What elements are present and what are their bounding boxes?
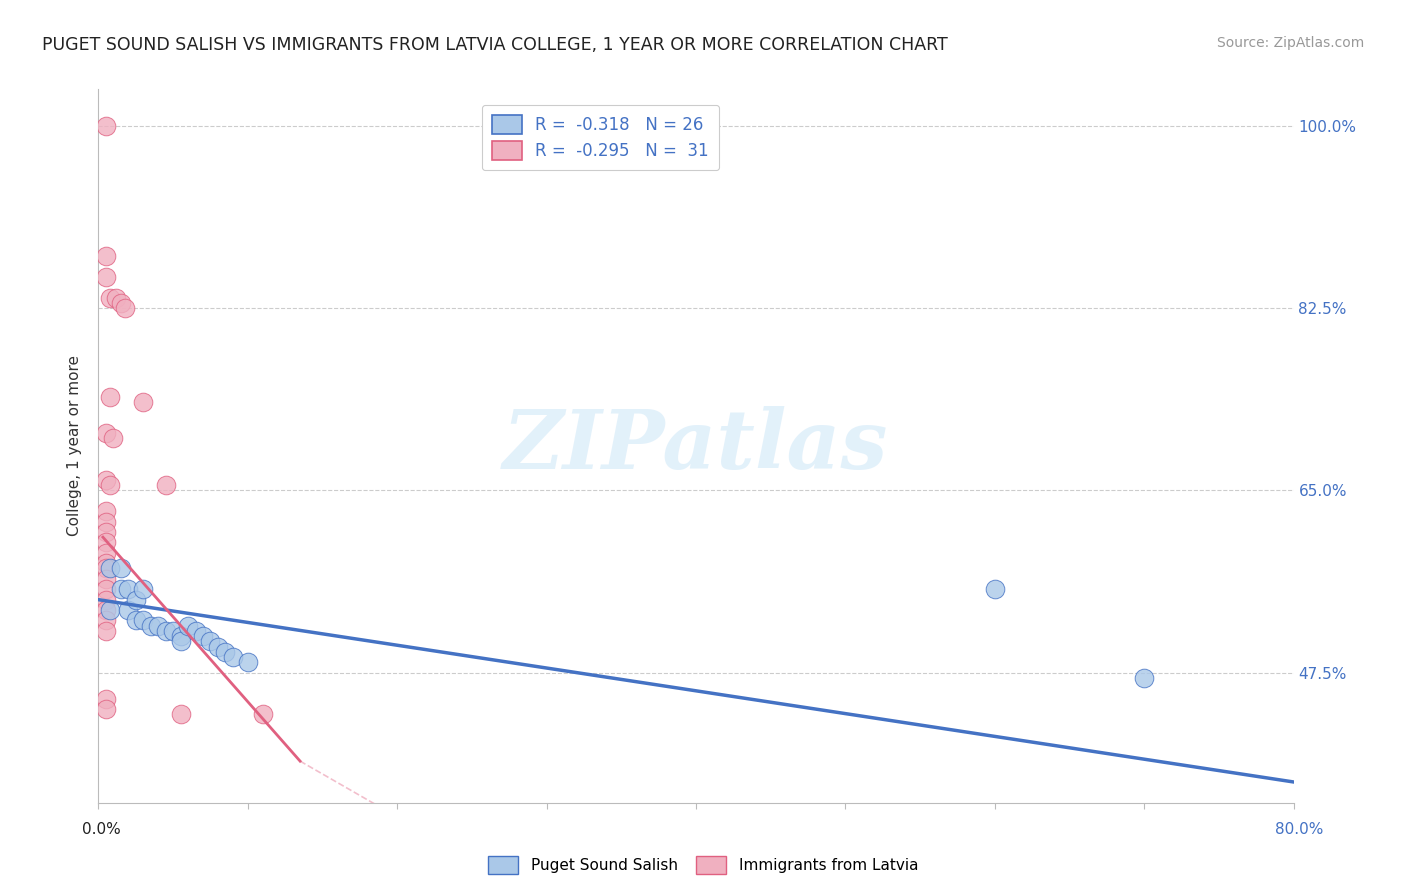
Point [214,645,236,659]
Point [100,478,122,492]
Point [1133,671,1156,685]
Text: 0.0%: 0.0% [82,822,121,837]
Legend: Puget Sound Salish, Immigrants from Latvia: Puget Sound Salish, Immigrants from Latv… [482,850,924,880]
Point [110,561,132,575]
Point [252,707,274,722]
Point [162,624,184,638]
Point [169,634,191,648]
Point [94,269,117,284]
Point [94,702,117,716]
Point [132,394,155,409]
Point [94,572,117,586]
Point [94,592,117,607]
Point [105,291,128,305]
Point [184,624,207,638]
Point [94,425,117,440]
Y-axis label: College, 1 year or more: College, 1 year or more [67,356,83,536]
Point [191,629,214,643]
Point [94,561,117,575]
Point [117,582,139,597]
Point [155,478,177,492]
Point [110,582,132,597]
Point [132,614,155,628]
Text: 80.0%: 80.0% [1275,822,1323,837]
Point [125,592,148,607]
Point [94,249,117,263]
Point [132,582,155,597]
Point [94,624,117,638]
Point [103,431,125,445]
Point [984,582,1007,597]
Point [155,624,177,638]
Point [148,618,170,632]
Point [94,515,117,529]
Legend: R =  -0.318   N = 26, R =  -0.295   N =  31: R = -0.318 N = 26, R = -0.295 N = 31 [482,104,718,169]
Point [94,119,117,133]
Point [100,291,122,305]
Point [94,614,117,628]
Point [177,618,200,632]
Point [94,691,117,706]
Point [94,582,117,597]
Point [100,603,122,617]
Point [94,603,117,617]
Point [100,561,122,575]
Point [94,524,117,539]
Point [169,707,191,722]
Point [94,504,117,518]
Point [114,301,136,315]
Point [222,649,245,664]
Text: PUGET SOUND SALISH VS IMMIGRANTS FROM LATVIA COLLEGE, 1 YEAR OR MORE CORRELATION: PUGET SOUND SALISH VS IMMIGRANTS FROM LA… [42,36,948,54]
Point [94,535,117,549]
Point [125,614,148,628]
Point [94,546,117,560]
Point [169,629,191,643]
Point [110,295,132,310]
Point [207,640,229,654]
Point [139,618,162,632]
Point [94,473,117,487]
Point [236,655,259,669]
Point [117,603,139,617]
Point [100,390,122,404]
Text: Source: ZipAtlas.com: Source: ZipAtlas.com [1216,36,1364,50]
Point [94,556,117,570]
Text: ZIPatlas: ZIPatlas [503,406,889,486]
Point [200,634,222,648]
